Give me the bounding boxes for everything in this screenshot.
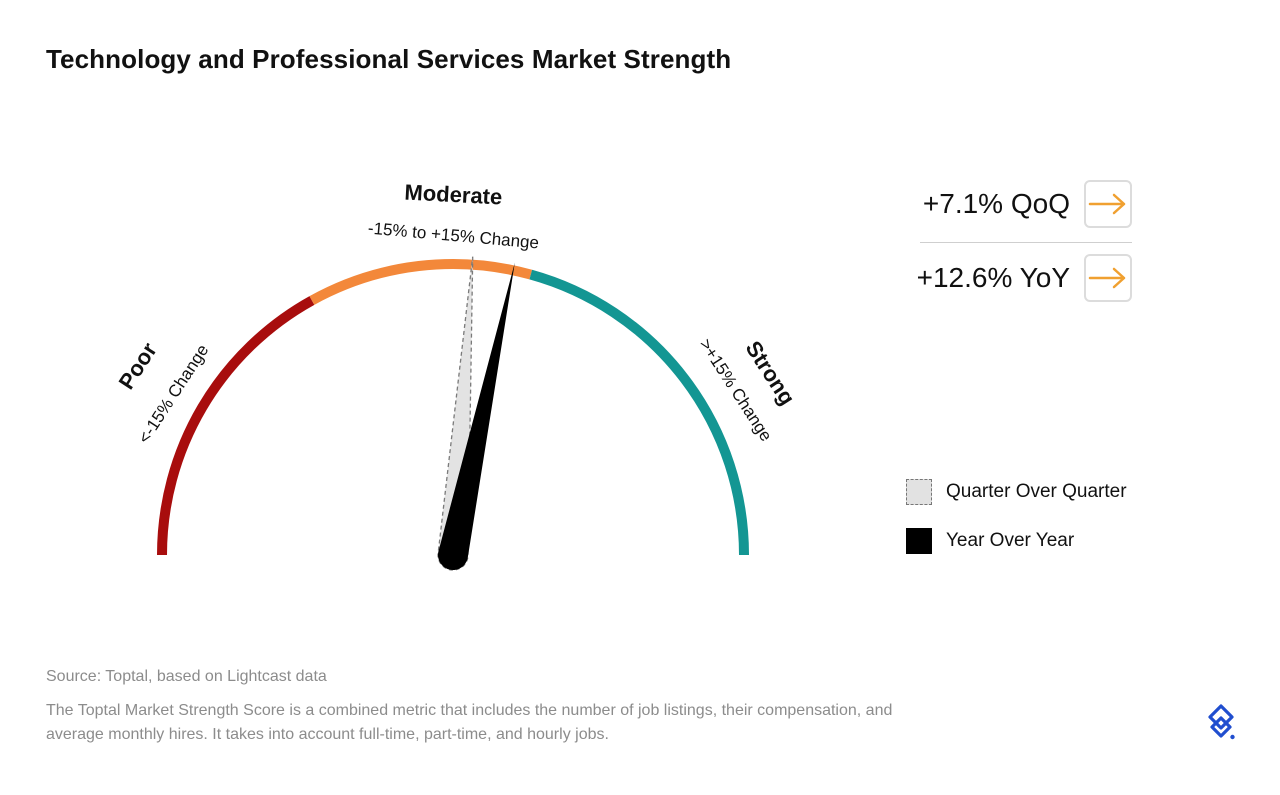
yoy-stat: +12.6% YoY <box>917 254 1132 302</box>
legend-swatch-yoy <box>906 528 932 554</box>
zone-label-moderate: Moderate <box>404 179 503 209</box>
gauge-arc-strong <box>529 269 749 556</box>
gauge-arcs <box>157 259 749 556</box>
zone-label-poor: Poor <box>114 338 162 394</box>
legend-label-qoq: Quarter Over Quarter <box>946 481 1127 502</box>
chart-title: Technology and Professional Services Mar… <box>46 44 732 74</box>
qoq-arrow-box <box>1084 180 1132 228</box>
yoy-arrow-box <box>1084 254 1132 302</box>
yoy-stat-value: +12.6% YoY <box>916 262 1070 293</box>
gauge-arc-poor <box>157 296 315 556</box>
legend-label-yoy: Year Over Year <box>946 530 1075 551</box>
methodology-note: The Toptal Market Strength Score is a co… <box>46 702 893 743</box>
source-note: Source: Toptal, based on Lightcast data <box>46 668 327 685</box>
legend-item-yoy: Year Over Year <box>906 528 1074 554</box>
qoq-stat: +7.1% QoQ <box>923 180 1132 228</box>
gauge-arc-moderate <box>309 259 533 305</box>
legend-item-qoq: Quarter Over Quarter <box>906 479 1127 505</box>
zone-range-moderate: -15% to +15% Change <box>367 219 540 253</box>
right-arrow-icon <box>1088 267 1126 289</box>
toptal-logo-icon <box>1208 704 1235 740</box>
qoq-stat-value: +7.1% QoQ <box>922 188 1070 219</box>
stat-divider <box>920 242 1132 243</box>
needle-yoy <box>438 262 515 570</box>
right-arrow-icon <box>1088 193 1126 215</box>
gauge-needles <box>437 256 515 571</box>
legend-swatch-qoq <box>906 479 932 505</box>
